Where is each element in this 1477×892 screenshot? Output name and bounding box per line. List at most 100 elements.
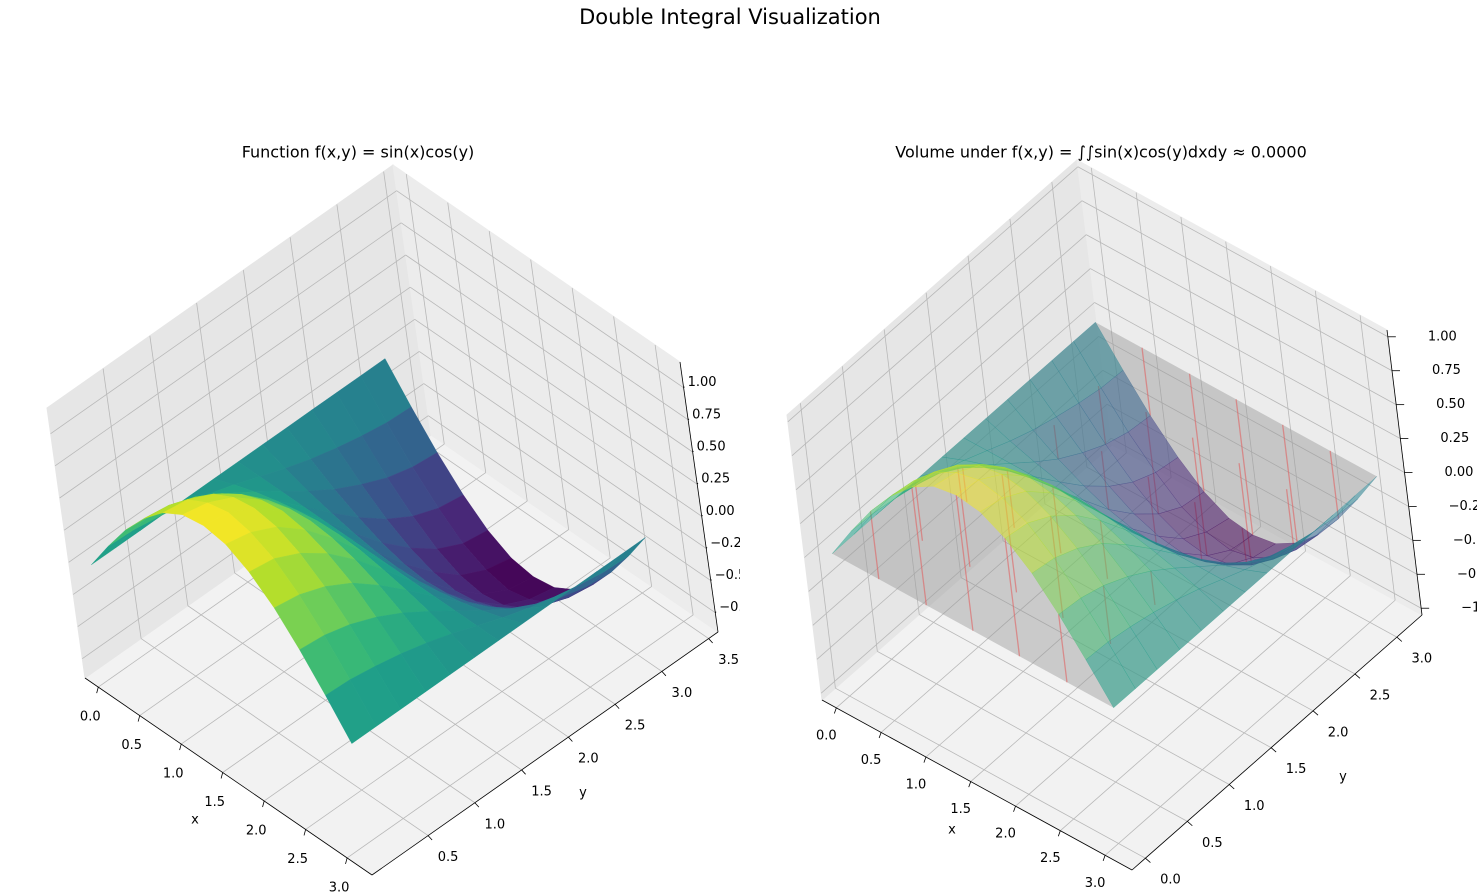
tick-label: −0.50 bbox=[1453, 533, 1477, 548]
axis-line bbox=[1131, 614, 1423, 871]
axis-label: x bbox=[948, 823, 956, 838]
tick-mark bbox=[923, 756, 927, 763]
tick-label: 3.5 bbox=[718, 653, 739, 668]
tick-mark bbox=[708, 638, 713, 644]
grid-line bbox=[50, 190, 397, 435]
tick-label: 1.5 bbox=[531, 784, 552, 799]
volume-stem bbox=[1141, 347, 1151, 416]
grid-line bbox=[59, 254, 406, 499]
grid-line bbox=[613, 316, 653, 587]
tick-mark bbox=[1396, 636, 1403, 642]
tick-label: 0.25 bbox=[701, 472, 730, 487]
tick-mark bbox=[521, 769, 526, 775]
axis-label: y bbox=[1339, 770, 1347, 785]
tick-label: 3.0 bbox=[1412, 652, 1433, 667]
tick-label: 3.0 bbox=[672, 686, 693, 701]
tick-mark bbox=[1057, 830, 1061, 837]
grid-line bbox=[421, 441, 709, 639]
grid-line bbox=[787, 166, 1079, 423]
volume-stem bbox=[1282, 424, 1298, 543]
grid-line bbox=[102, 368, 142, 639]
volume-stem bbox=[1329, 450, 1340, 519]
grid-line bbox=[791, 200, 1083, 457]
tick-label: 0.5 bbox=[861, 753, 882, 768]
grid-line bbox=[530, 259, 570, 530]
grid-line bbox=[919, 614, 1230, 785]
tick-label: 2.5 bbox=[1040, 851, 1061, 866]
grid-line bbox=[305, 586, 652, 830]
tick-mark bbox=[878, 732, 882, 739]
tick-mark bbox=[427, 835, 433, 841]
volume-stem bbox=[869, 511, 880, 580]
figure-title: Double Integral Visualization bbox=[579, 5, 881, 29]
tick-label: 1.0 bbox=[163, 767, 184, 782]
volume-stem bbox=[911, 487, 927, 606]
grid-line bbox=[1085, 234, 1397, 405]
grid-line bbox=[68, 318, 415, 563]
grid-line bbox=[428, 415, 716, 614]
tick-mark bbox=[1102, 855, 1106, 861]
tick-mark bbox=[1312, 710, 1319, 716]
tick-label: 0.75 bbox=[1432, 363, 1461, 378]
tick-label: 1.0 bbox=[485, 817, 506, 832]
grid-line bbox=[1102, 370, 1414, 541]
tick-mark bbox=[1187, 821, 1193, 827]
tick-mark bbox=[1270, 747, 1277, 753]
tick-mark bbox=[1228, 784, 1235, 790]
surface-patch bbox=[325, 679, 377, 744]
grid-line bbox=[140, 638, 429, 836]
tick-label: 0.25 bbox=[1440, 431, 1469, 446]
axis-label: x bbox=[191, 813, 199, 828]
tick-label: −0.25 bbox=[710, 536, 750, 551]
grid-line bbox=[654, 344, 694, 615]
tick-label: 1.5 bbox=[950, 802, 971, 817]
grid-line bbox=[488, 230, 528, 502]
axis-line bbox=[679, 361, 719, 633]
tick-label: 1.00 bbox=[688, 375, 717, 390]
tick-mark bbox=[1013, 805, 1016, 812]
tick-mark bbox=[96, 687, 99, 694]
grid-line bbox=[405, 254, 693, 453]
grid-line bbox=[400, 222, 689, 421]
tick-label: 2.5 bbox=[287, 852, 308, 867]
tick-label: −0.25 bbox=[1449, 499, 1477, 514]
volume-stem bbox=[1058, 614, 1068, 683]
grid-line bbox=[1098, 336, 1409, 507]
grid-line bbox=[1077, 166, 1389, 338]
grid-line bbox=[800, 268, 1091, 524]
subplot: Function f(x,y) = sin(x)cos(y) 0.0 0.5 1.0 1… bbox=[46, 143, 755, 892]
grid-line bbox=[63, 286, 411, 531]
tick-label: −0.75 bbox=[1457, 567, 1477, 582]
grid-line bbox=[346, 614, 694, 859]
tick-mark bbox=[568, 736, 573, 742]
grid-line bbox=[1015, 550, 1306, 807]
grid-line bbox=[877, 651, 1188, 822]
tick-label: 2.5 bbox=[1370, 688, 1391, 703]
grid-line bbox=[804, 302, 1095, 558]
volume-stem bbox=[1285, 489, 1295, 548]
volume-stem bbox=[914, 482, 924, 541]
tick-label: 0.75 bbox=[692, 407, 721, 422]
grid-line bbox=[396, 190, 684, 389]
tick-label: 2.0 bbox=[578, 752, 599, 767]
tick-label: 0.5 bbox=[1202, 836, 1223, 851]
subplot-title: Volume under f(x,y) = ∫∫sin(x)cos(y)dxdy… bbox=[895, 143, 1307, 162]
tick-label: 1.0 bbox=[906, 777, 927, 792]
tick-mark bbox=[137, 715, 141, 722]
axis-line bbox=[371, 631, 719, 876]
surface-patch bbox=[1085, 641, 1136, 709]
grid-line bbox=[54, 222, 402, 467]
tick-mark bbox=[262, 800, 265, 808]
volume-stem bbox=[1004, 538, 1021, 657]
grid-line bbox=[1094, 302, 1405, 473]
grid-line bbox=[149, 335, 189, 606]
tick-label: 1.00 bbox=[1428, 329, 1457, 344]
tick-label: 2.5 bbox=[625, 719, 646, 734]
grid-line bbox=[1090, 268, 1401, 439]
subplot-title: Function f(x,y) = sin(x)cos(y) bbox=[242, 143, 475, 162]
grid-line bbox=[1081, 200, 1393, 372]
tick-label: 3.0 bbox=[329, 880, 350, 892]
tick-label: −0.50 bbox=[715, 568, 755, 583]
tick-mark bbox=[968, 781, 972, 788]
